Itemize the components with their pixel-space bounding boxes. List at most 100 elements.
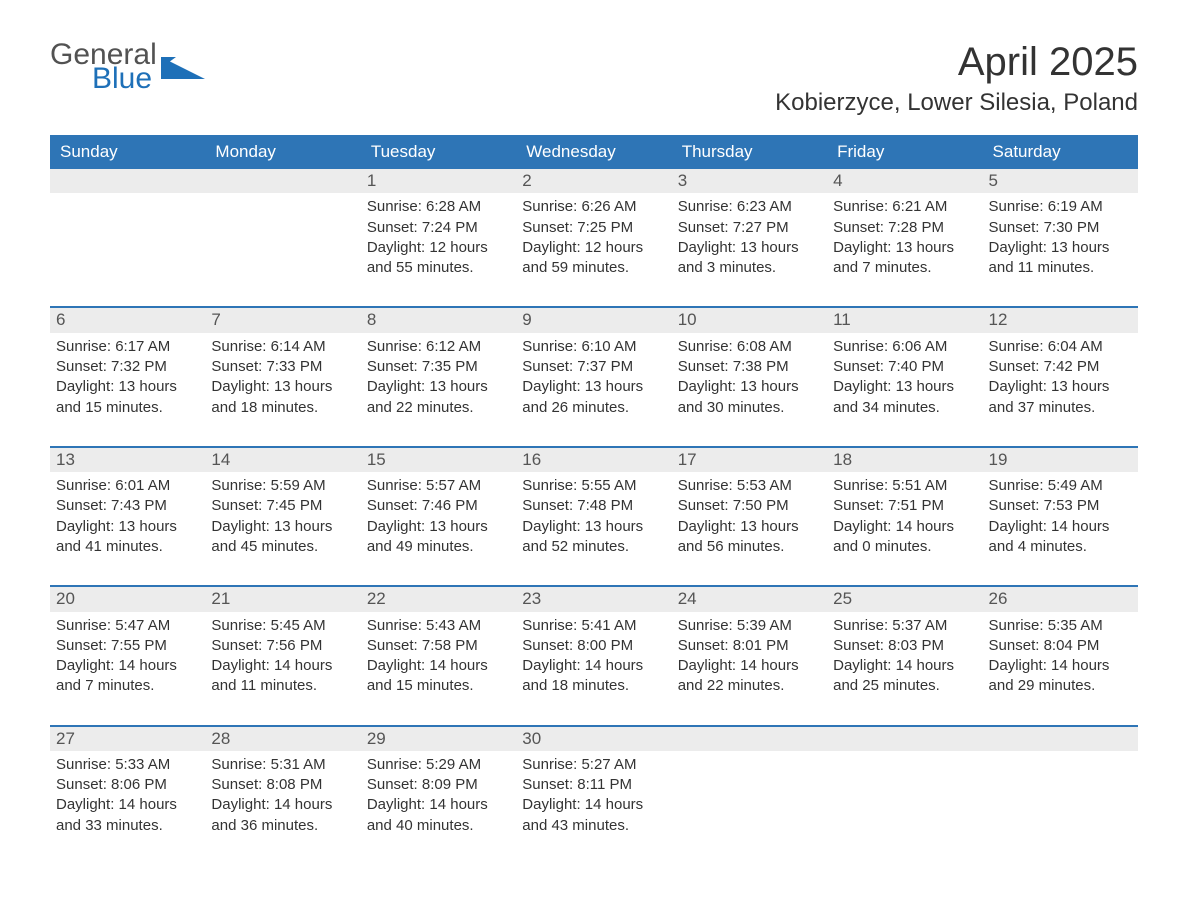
day-body: Sunrise: 5:51 AMSunset: 7:51 PMDaylight:… (827, 472, 982, 585)
day-body (205, 193, 360, 263)
daylight-line-2: and 18 minutes. (522, 676, 665, 696)
daylight-line-1: Daylight: 13 hours (211, 377, 354, 397)
day-cell: 10Sunrise: 6:08 AMSunset: 7:38 PMDayligh… (672, 307, 827, 446)
day-number: 8 (361, 308, 516, 332)
day-number (50, 169, 205, 193)
daylight-line-2: and 29 minutes. (989, 676, 1132, 696)
daylight-line-1: Daylight: 14 hours (522, 656, 665, 676)
sunrise-line: Sunrise: 6:17 AM (56, 337, 199, 357)
sunrise-line: Sunrise: 5:39 AM (678, 616, 821, 636)
sunrise-line: Sunrise: 5:35 AM (989, 616, 1132, 636)
weekday-header: Tuesday (361, 135, 516, 169)
day-number (983, 727, 1138, 751)
daylight-line-1: Daylight: 14 hours (56, 795, 199, 815)
sunset-line: Sunset: 7:35 PM (367, 357, 510, 377)
day-cell: 1Sunrise: 6:28 AMSunset: 7:24 PMDaylight… (361, 169, 516, 307)
sunrise-line: Sunrise: 6:28 AM (367, 197, 510, 217)
daylight-line-1: Daylight: 13 hours (56, 377, 199, 397)
sunset-line: Sunset: 8:04 PM (989, 636, 1132, 656)
day-body: Sunrise: 5:59 AMSunset: 7:45 PMDaylight:… (205, 472, 360, 585)
weekday-header-row: SundayMondayTuesdayWednesdayThursdayFrid… (50, 135, 1138, 169)
location-text: Kobierzyce, Lower Silesia, Poland (775, 89, 1138, 117)
day-number: 6 (50, 308, 205, 332)
daylight-line-1: Daylight: 14 hours (211, 795, 354, 815)
sunset-line: Sunset: 8:00 PM (522, 636, 665, 656)
daylight-line-2: and 3 minutes. (678, 258, 821, 278)
day-number: 23 (516, 587, 671, 611)
day-body: Sunrise: 6:17 AMSunset: 7:32 PMDaylight:… (50, 333, 205, 446)
daylight-line-2: and 36 minutes. (211, 816, 354, 836)
day-number: 14 (205, 448, 360, 472)
day-cell: 18Sunrise: 5:51 AMSunset: 7:51 PMDayligh… (827, 447, 982, 586)
day-body (827, 751, 982, 821)
daylight-line-1: Daylight: 14 hours (367, 795, 510, 815)
daylight-line-2: and 22 minutes. (678, 676, 821, 696)
day-cell: 7Sunrise: 6:14 AMSunset: 7:33 PMDaylight… (205, 307, 360, 446)
sunset-line: Sunset: 8:11 PM (522, 775, 665, 795)
daylight-line-2: and 15 minutes. (367, 676, 510, 696)
day-number (827, 727, 982, 751)
sunrise-line: Sunrise: 6:23 AM (678, 197, 821, 217)
day-cell (205, 169, 360, 307)
sunset-line: Sunset: 7:40 PM (833, 357, 976, 377)
daylight-line-2: and 7 minutes. (56, 676, 199, 696)
daylight-line-1: Daylight: 13 hours (211, 517, 354, 537)
day-cell: 14Sunrise: 5:59 AMSunset: 7:45 PMDayligh… (205, 447, 360, 586)
daylight-line-2: and 7 minutes. (833, 258, 976, 278)
daylight-line-2: and 45 minutes. (211, 537, 354, 557)
daylight-line-2: and 25 minutes. (833, 676, 976, 696)
logo: General Blue (50, 40, 205, 94)
day-body: Sunrise: 5:27 AMSunset: 8:11 PMDaylight:… (516, 751, 671, 864)
day-cell (983, 726, 1138, 864)
sunrise-line: Sunrise: 5:41 AM (522, 616, 665, 636)
day-cell: 9Sunrise: 6:10 AMSunset: 7:37 PMDaylight… (516, 307, 671, 446)
sunset-line: Sunset: 7:50 PM (678, 496, 821, 516)
sunrise-line: Sunrise: 6:21 AM (833, 197, 976, 217)
sunrise-line: Sunrise: 6:06 AM (833, 337, 976, 357)
day-body: Sunrise: 6:04 AMSunset: 7:42 PMDaylight:… (983, 333, 1138, 446)
day-cell: 29Sunrise: 5:29 AMSunset: 8:09 PMDayligh… (361, 726, 516, 864)
week-row: 20Sunrise: 5:47 AMSunset: 7:55 PMDayligh… (50, 586, 1138, 725)
calendar-table: SundayMondayTuesdayWednesdayThursdayFrid… (50, 135, 1138, 864)
day-body: Sunrise: 5:45 AMSunset: 7:56 PMDaylight:… (205, 612, 360, 725)
day-body: Sunrise: 6:23 AMSunset: 7:27 PMDaylight:… (672, 193, 827, 306)
sunset-line: Sunset: 7:43 PM (56, 496, 199, 516)
day-number: 28 (205, 727, 360, 751)
day-number: 30 (516, 727, 671, 751)
sunset-line: Sunset: 8:08 PM (211, 775, 354, 795)
daylight-line-2: and 22 minutes. (367, 398, 510, 418)
weekday-header: Sunday (50, 135, 205, 169)
weekday-header: Monday (205, 135, 360, 169)
day-number: 12 (983, 308, 1138, 332)
daylight-line-2: and 40 minutes. (367, 816, 510, 836)
sunrise-line: Sunrise: 5:55 AM (522, 476, 665, 496)
day-body: Sunrise: 6:01 AMSunset: 7:43 PMDaylight:… (50, 472, 205, 585)
sunset-line: Sunset: 7:30 PM (989, 218, 1132, 238)
daylight-line-2: and 52 minutes. (522, 537, 665, 557)
sunset-line: Sunset: 7:56 PM (211, 636, 354, 656)
daylight-line-1: Daylight: 13 hours (989, 238, 1132, 258)
sunrise-line: Sunrise: 5:45 AM (211, 616, 354, 636)
sunrise-line: Sunrise: 6:01 AM (56, 476, 199, 496)
day-cell: 30Sunrise: 5:27 AMSunset: 8:11 PMDayligh… (516, 726, 671, 864)
day-cell: 22Sunrise: 5:43 AMSunset: 7:58 PMDayligh… (361, 586, 516, 725)
day-cell: 12Sunrise: 6:04 AMSunset: 7:42 PMDayligh… (983, 307, 1138, 446)
day-number (672, 727, 827, 751)
page-header: General Blue April 2025 Kobierzyce, Lowe… (50, 40, 1138, 117)
day-cell: 17Sunrise: 5:53 AMSunset: 7:50 PMDayligh… (672, 447, 827, 586)
sunrise-line: Sunrise: 5:43 AM (367, 616, 510, 636)
sunrise-line: Sunrise: 5:53 AM (678, 476, 821, 496)
day-cell: 2Sunrise: 6:26 AMSunset: 7:25 PMDaylight… (516, 169, 671, 307)
week-row: 1Sunrise: 6:28 AMSunset: 7:24 PMDaylight… (50, 169, 1138, 307)
sunrise-line: Sunrise: 6:10 AM (522, 337, 665, 357)
day-number: 18 (827, 448, 982, 472)
sunset-line: Sunset: 7:55 PM (56, 636, 199, 656)
day-number: 25 (827, 587, 982, 611)
day-cell: 3Sunrise: 6:23 AMSunset: 7:27 PMDaylight… (672, 169, 827, 307)
sunset-line: Sunset: 8:01 PM (678, 636, 821, 656)
daylight-line-1: Daylight: 13 hours (833, 238, 976, 258)
daylight-line-1: Daylight: 14 hours (989, 656, 1132, 676)
weekday-header: Saturday (983, 135, 1138, 169)
daylight-line-2: and 26 minutes. (522, 398, 665, 418)
daylight-line-1: Daylight: 12 hours (522, 238, 665, 258)
